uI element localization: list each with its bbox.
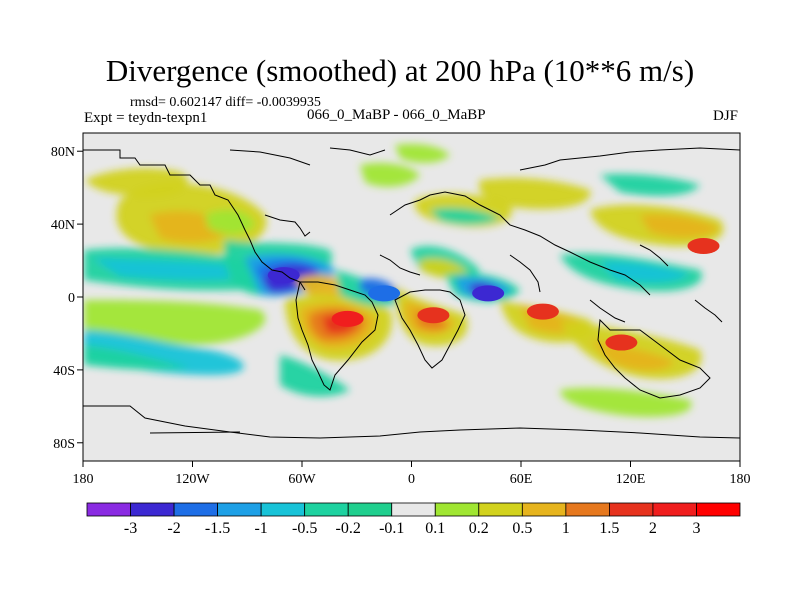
- x-tick-label: 180: [730, 472, 751, 487]
- coastline: [509, 254, 541, 293]
- x-tick-label: 120W: [175, 472, 210, 487]
- field-patch: [430, 207, 500, 225]
- field-extremum: [331, 310, 364, 327]
- x-tick-label: 180: [73, 472, 94, 487]
- case-label: 066_0_MaBP - 066_0_MaBP: [307, 107, 486, 123]
- colorbar-swatch: [217, 502, 262, 517]
- field-patch: [205, 209, 255, 235]
- colorbar-swatch: [609, 502, 654, 517]
- colorbar-level-label: 1.5: [599, 520, 619, 537]
- field-patch: [600, 261, 690, 283]
- x-axis-labels: 180 120W 60W 0 60E 120E 180: [73, 472, 751, 487]
- coastline: [83, 149, 306, 291]
- x-tick-label: 60E: [510, 472, 533, 487]
- coastline: [83, 405, 740, 439]
- coastline: [229, 149, 311, 166]
- coastline: [295, 281, 379, 391]
- colorbar-level-label: -0.1: [379, 520, 404, 537]
- coastline-outlines: [83, 147, 740, 439]
- field-patch: [600, 174, 700, 196]
- colorbar-swatch: [478, 502, 523, 517]
- field-extremum: [605, 334, 638, 351]
- colorbar-level-label: 2: [649, 520, 657, 537]
- field-patch: [360, 163, 420, 187]
- chart-title: Divergence (smoothed) at 200 hPa (10**6 …: [105, 53, 695, 88]
- coastline: [694, 299, 723, 323]
- coastline: [389, 191, 651, 296]
- colorbar-swatch: [434, 502, 480, 517]
- x-tick-label: 60W: [288, 472, 316, 487]
- coastline: [329, 147, 386, 156]
- colorbar-swatch: [391, 502, 436, 517]
- coastline: [149, 431, 241, 434]
- colorbar-swatch: [130, 502, 175, 517]
- colorbar-level-label: -0.5: [292, 520, 317, 537]
- y-tick-label: 40N: [51, 218, 75, 233]
- colorbar-level-label: 3: [692, 520, 700, 537]
- field-patch: [84, 345, 190, 370]
- field-patch: [479, 178, 591, 210]
- colorbar-swatch: [260, 502, 306, 517]
- field-extremum: [526, 303, 559, 320]
- field-extremum: [368, 285, 401, 302]
- colorbar-level-label: 0.2: [469, 520, 489, 537]
- y-tick-label: 40S: [53, 364, 75, 379]
- coastline: [394, 289, 466, 369]
- y-tick-label: 80N: [51, 145, 75, 160]
- y-axis-labels: 80N 40N 0 40S 80S: [51, 145, 75, 452]
- field-extremum: [472, 285, 505, 302]
- field-patch: [640, 214, 720, 238]
- colorbar-level-label: -2: [167, 520, 180, 537]
- colorbar-swatch: [696, 502, 741, 517]
- colorbar-swatch: [86, 502, 131, 517]
- colorbar-swatch: [565, 502, 610, 517]
- field-patch: [92, 258, 270, 280]
- colorbar-level-label: 0.1: [425, 520, 445, 537]
- y-tick-label: 0: [68, 291, 75, 306]
- x-tick-label: 0: [408, 472, 415, 487]
- colorbar-level-label: 0.5: [512, 520, 532, 537]
- x-tick-label: 120E: [616, 472, 646, 487]
- colorbar: [86, 502, 741, 517]
- colorbar-swatch: [347, 502, 393, 517]
- colorbar-labels: -3 -2 -1.5 -1 -0.5 -0.2 -0.1 0.1 0.2 0.5 1 1.5 2 3: [124, 520, 701, 537]
- field-patch: [560, 388, 692, 417]
- field-extremum: [267, 267, 300, 284]
- colorbar-level-label: 1: [562, 520, 570, 537]
- coastline: [264, 214, 311, 237]
- coastline: [379, 254, 421, 276]
- colorbar-level-label: -1: [254, 520, 267, 537]
- field-extremum: [417, 307, 450, 324]
- field-extremum: [687, 237, 720, 254]
- axis-ticks: [77, 150, 741, 467]
- colorbar-swatch: [652, 502, 697, 517]
- field-patch: [85, 168, 189, 196]
- colorbar-level-label: -0.2: [336, 520, 361, 537]
- colorbar-swatch: [173, 502, 218, 517]
- coastline: [597, 318, 711, 399]
- colorbar-level-label: -1.5: [205, 520, 230, 537]
- field-patch: [295, 274, 350, 301]
- colorbar-level-label: -3: [124, 520, 137, 537]
- coastline: [519, 147, 740, 171]
- field-patch: [395, 144, 450, 163]
- y-tick-label: 80S: [53, 437, 75, 452]
- colorbar-swatch: [304, 502, 349, 517]
- colorbar-swatch: [521, 502, 567, 517]
- field-patch: [280, 355, 350, 397]
- coastline: [589, 299, 626, 323]
- plot-area: [82, 132, 741, 462]
- field-patch: [84, 300, 266, 345]
- experiment-label: Expt = teydn-texpn1: [84, 110, 208, 126]
- coastline: [639, 244, 669, 267]
- season-label: DJF: [713, 108, 739, 124]
- rmsd-diff-stats: rmsd= 0.602147 diff= -0.0039935: [130, 95, 321, 110]
